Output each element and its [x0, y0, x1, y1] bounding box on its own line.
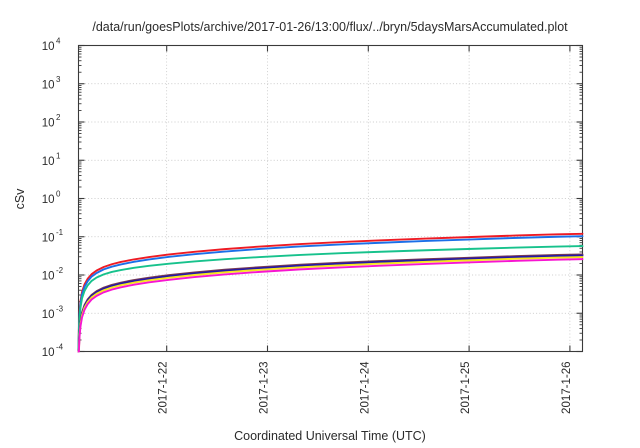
y-tick-exponent: 4 — [56, 37, 61, 46]
y-tick-exponent: 1 — [56, 151, 61, 160]
y-tick-label: 10 — [42, 118, 55, 130]
curve-magenta — [77, 258, 584, 353]
curve-blue — [77, 235, 584, 353]
y-tick-exponent: 2 — [56, 113, 61, 122]
x-tick-label: 2017-1-22 — [158, 362, 170, 414]
y-tick-exponent: -4 — [56, 343, 64, 352]
y-tick-label: 10 — [42, 347, 55, 359]
plot-frame — [77, 44, 584, 353]
curve-teal — [77, 245, 584, 353]
y-axis-label: cSv — [13, 188, 27, 210]
x-axis-label: Coordinated Universal Time (UTC) — [234, 429, 426, 443]
y-tick-exponent: -2 — [56, 266, 64, 275]
y-tick-exponent: -3 — [56, 304, 64, 313]
y-tick-label: 10 — [42, 194, 55, 206]
y-tick-label: 10 — [42, 309, 55, 321]
y-tick-label: 10 — [42, 271, 55, 283]
x-tick-label: 2017-1-23 — [259, 362, 271, 414]
y-tick-exponent: -1 — [56, 228, 64, 237]
data-series-layer — [77, 232, 584, 353]
x-tick-label: 2017-1-26 — [561, 362, 573, 414]
chart-title: /data/run/goesPlots/archive/2017-01-26/1… — [92, 20, 568, 34]
y-tick-label: 10 — [42, 41, 55, 53]
y-tick-exponent: 0 — [56, 190, 61, 199]
y-tick-label: 10 — [42, 79, 55, 91]
y-tick-label: 10 — [42, 156, 55, 168]
x-axis-ticks: 2017-1-22 2017-1-23 2017-1-24 2017-1-25 2017… — [158, 45, 573, 414]
y-tick-label: 10 — [42, 232, 55, 244]
x-tick-label: 2017-1-24 — [359, 361, 371, 414]
x-tick-label: 2017-1-25 — [460, 361, 472, 413]
y-tick-exponent: 3 — [56, 75, 61, 84]
